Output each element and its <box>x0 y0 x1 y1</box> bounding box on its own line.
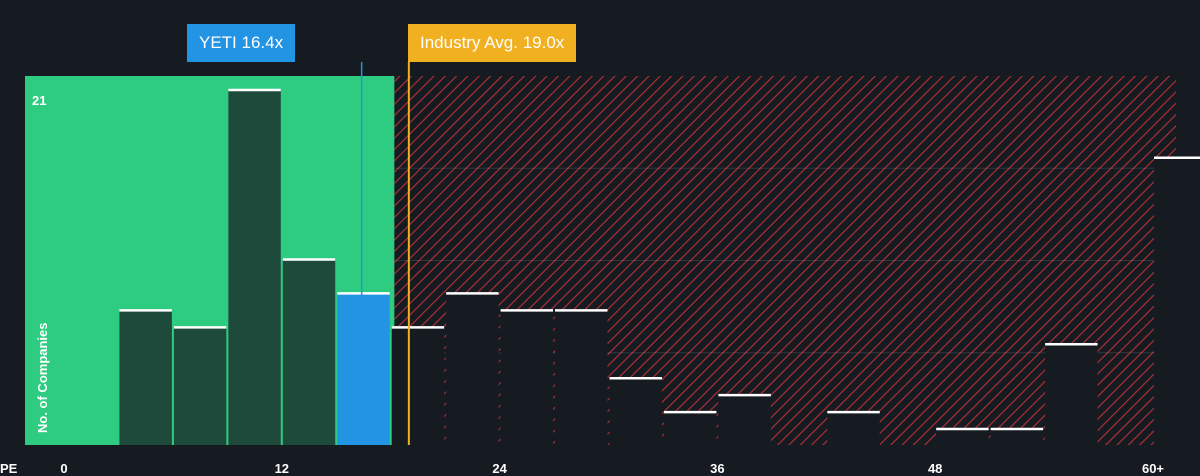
bar-42 <box>827 411 880 445</box>
bar-27 <box>555 309 608 445</box>
bar-33 <box>663 411 717 445</box>
bar-21 <box>446 292 499 445</box>
histogram-bars <box>119 88 1200 446</box>
x-axis-ticks: 0 12 24 36 48 60+ <box>60 461 1164 476</box>
bar-15 <box>337 292 390 445</box>
bar-60 <box>1154 156 1200 446</box>
industry-average-label: Industry Avg. 19.0x <box>408 24 577 62</box>
bar-6 <box>173 326 227 445</box>
y-axis-label: No. of Companies <box>35 322 50 433</box>
x-axis-label: PE <box>0 461 18 476</box>
bar-48 <box>936 428 989 445</box>
x-tick-60: 60+ <box>1142 461 1164 476</box>
bar-54 <box>1045 343 1098 445</box>
bar-3 <box>119 309 172 445</box>
x-tick-24: 24 <box>492 461 507 476</box>
bar-9 <box>228 89 281 445</box>
x-tick-0: 0 <box>60 461 67 476</box>
bar-36 <box>718 394 771 445</box>
x-tick-36: 36 <box>710 461 724 476</box>
bar-30 <box>609 377 662 445</box>
bar-51 <box>990 428 1044 445</box>
y-tick-label: 21 <box>32 93 46 108</box>
x-tick-12: 12 <box>275 461 289 476</box>
subject-pe-label: YETI 16.4x <box>187 24 296 62</box>
bar-24 <box>500 309 554 445</box>
bar-18 <box>391 326 445 445</box>
bar-12 <box>282 258 336 445</box>
x-tick-48: 48 <box>928 461 942 476</box>
